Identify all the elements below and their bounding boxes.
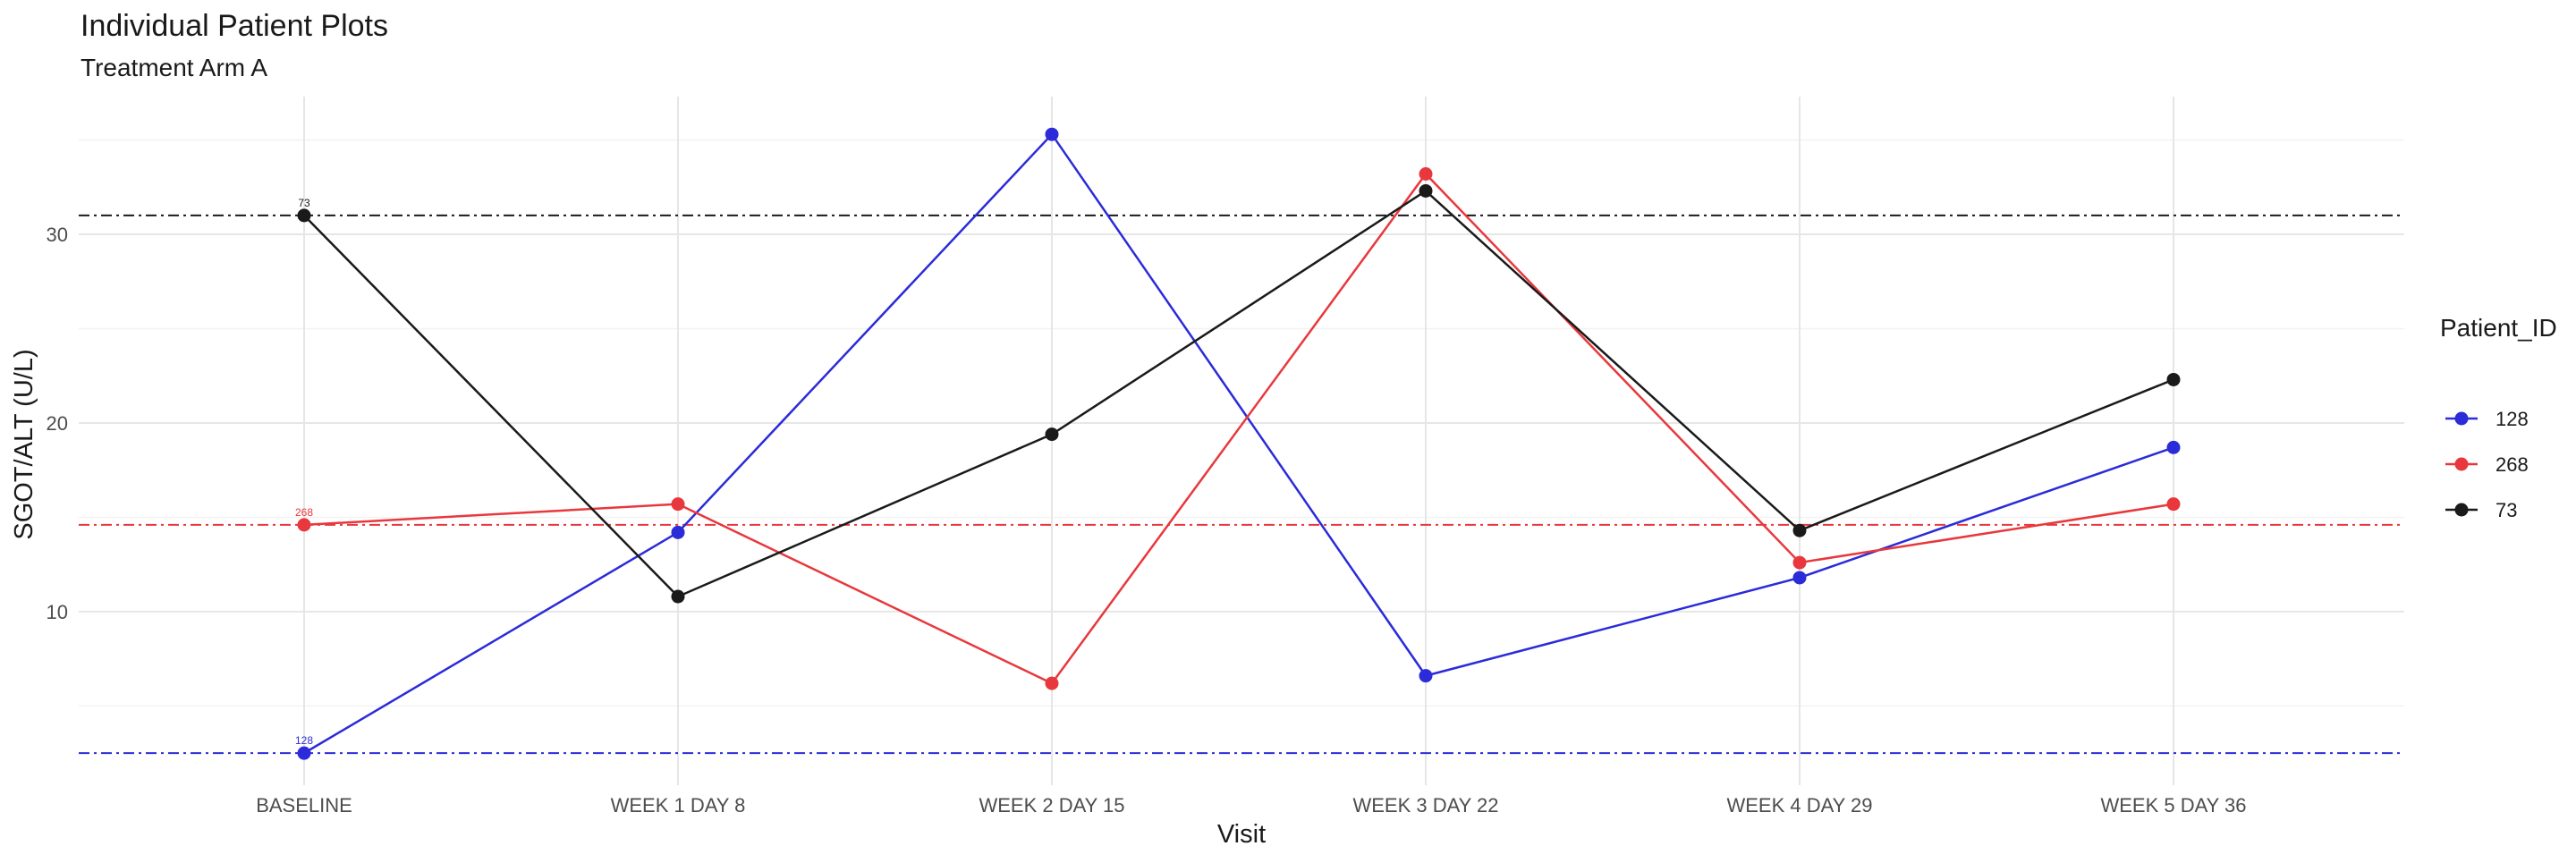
data-point [1792,571,1807,585]
x-tick-label: WEEK 5 DAY 36 [2100,794,2246,816]
x-tick-label: WEEK 3 DAY 22 [1352,794,1498,816]
series-73 [297,183,2181,604]
data-point [1045,676,1059,690]
x-tick-label: WEEK 1 DAY 8 [611,794,746,816]
baseline-reference-lines: 128 268 73 [79,197,2404,755]
baseline-label-128: 128 [295,734,313,747]
data-point [1792,555,1807,570]
baseline-label-73: 73 [298,197,310,209]
grid [79,97,2404,785]
x-axis-title: Visit [1217,820,1266,849]
data-point [671,497,685,512]
x-tick-label: BASELINE [256,794,352,816]
x-tick-label: WEEK 4 DAY 29 [1726,794,1872,816]
data-point [297,208,311,223]
data-point [1792,523,1807,537]
y-tick-label: 10 [47,601,68,623]
legend-label: 73 [2496,499,2517,521]
legend: Patient_ID 128 268 73 [2440,314,2557,521]
baseline-label-268: 268 [295,506,313,519]
y-tick-label: 20 [47,412,68,435]
data-point [1045,427,1059,442]
data-point [297,518,311,532]
legend-key-point [2454,503,2469,517]
series-268 [297,166,2181,690]
data-point [1419,669,1433,683]
legend-key-point [2454,411,2469,426]
legend-item-268: 268 [2445,453,2529,476]
data-point [2166,497,2181,512]
legend-item-73: 73 [2445,499,2517,521]
data-point [1419,166,1433,181]
series-line-268 [303,172,2174,685]
y-tick-label: 30 [47,224,68,246]
series-line-128 [303,132,2174,755]
y-axis-title: SGOT/ALT (U/L) [10,349,38,539]
x-tick-label: WEEK 2 DAY 15 [979,794,1124,816]
data-point [2166,372,2181,386]
legend-label: 128 [2496,408,2529,430]
legend-label: 268 [2496,453,2529,476]
data-point [297,746,311,760]
data-point [2166,440,2181,454]
data-point [1045,127,1059,141]
x-axis-ticks: BASELINE WEEK 1 DAY 8 WEEK 2 DAY 15 WEEK 3 … [256,794,2246,816]
y-axis-ticks: 10 20 30 [47,224,68,623]
data-point [1419,183,1433,198]
series-group [297,127,2181,760]
legend-title: Patient_ID [2440,314,2557,342]
chart-subtitle: Treatment Arm A [80,54,267,81]
series-line-73 [303,189,2174,598]
legend-key-point [2454,457,2469,471]
legend-item-128: 128 [2445,408,2529,430]
data-point [671,589,685,604]
series-128 [297,127,2181,760]
data-point [671,525,685,539]
chart-title: Individual Patient Plots [80,9,388,43]
